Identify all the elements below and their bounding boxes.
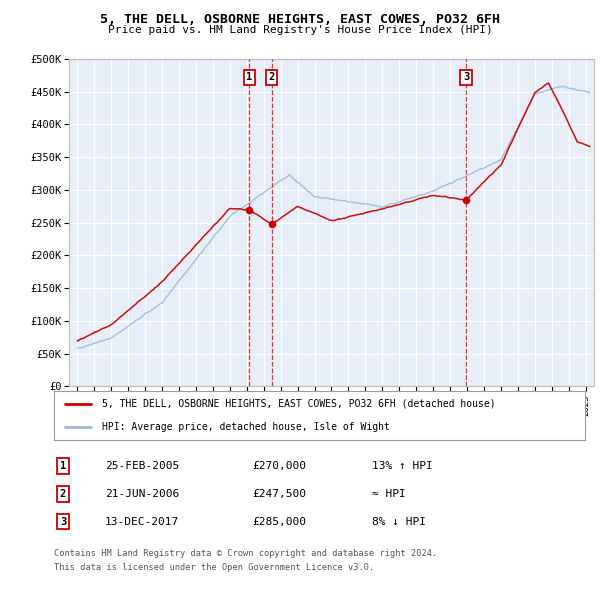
Text: 5, THE DELL, OSBORNE HEIGHTS, EAST COWES, PO32 6FH (detached house): 5, THE DELL, OSBORNE HEIGHTS, EAST COWES… (102, 399, 496, 409)
Text: This data is licensed under the Open Government Licence v3.0.: This data is licensed under the Open Gov… (54, 563, 374, 572)
Text: £247,500: £247,500 (252, 489, 306, 499)
Text: 2: 2 (60, 489, 66, 499)
Text: 2: 2 (269, 73, 275, 83)
Text: 25-FEB-2005: 25-FEB-2005 (105, 461, 179, 471)
Text: 1: 1 (60, 461, 66, 471)
Text: 1: 1 (246, 73, 253, 83)
Text: 13% ↑ HPI: 13% ↑ HPI (372, 461, 433, 471)
Text: Price paid vs. HM Land Registry's House Price Index (HPI): Price paid vs. HM Land Registry's House … (107, 25, 493, 35)
Text: 8% ↓ HPI: 8% ↓ HPI (372, 517, 426, 526)
Text: 21-JUN-2006: 21-JUN-2006 (105, 489, 179, 499)
Text: ≈ HPI: ≈ HPI (372, 489, 406, 499)
Text: 5, THE DELL, OSBORNE HEIGHTS, EAST COWES, PO32 6FH: 5, THE DELL, OSBORNE HEIGHTS, EAST COWES… (100, 13, 500, 26)
Text: Contains HM Land Registry data © Crown copyright and database right 2024.: Contains HM Land Registry data © Crown c… (54, 549, 437, 558)
Text: 3: 3 (463, 73, 469, 83)
Text: £270,000: £270,000 (252, 461, 306, 471)
Text: HPI: Average price, detached house, Isle of Wight: HPI: Average price, detached house, Isle… (102, 422, 389, 432)
Text: £285,000: £285,000 (252, 517, 306, 526)
Text: 13-DEC-2017: 13-DEC-2017 (105, 517, 179, 526)
Text: 3: 3 (60, 517, 66, 526)
